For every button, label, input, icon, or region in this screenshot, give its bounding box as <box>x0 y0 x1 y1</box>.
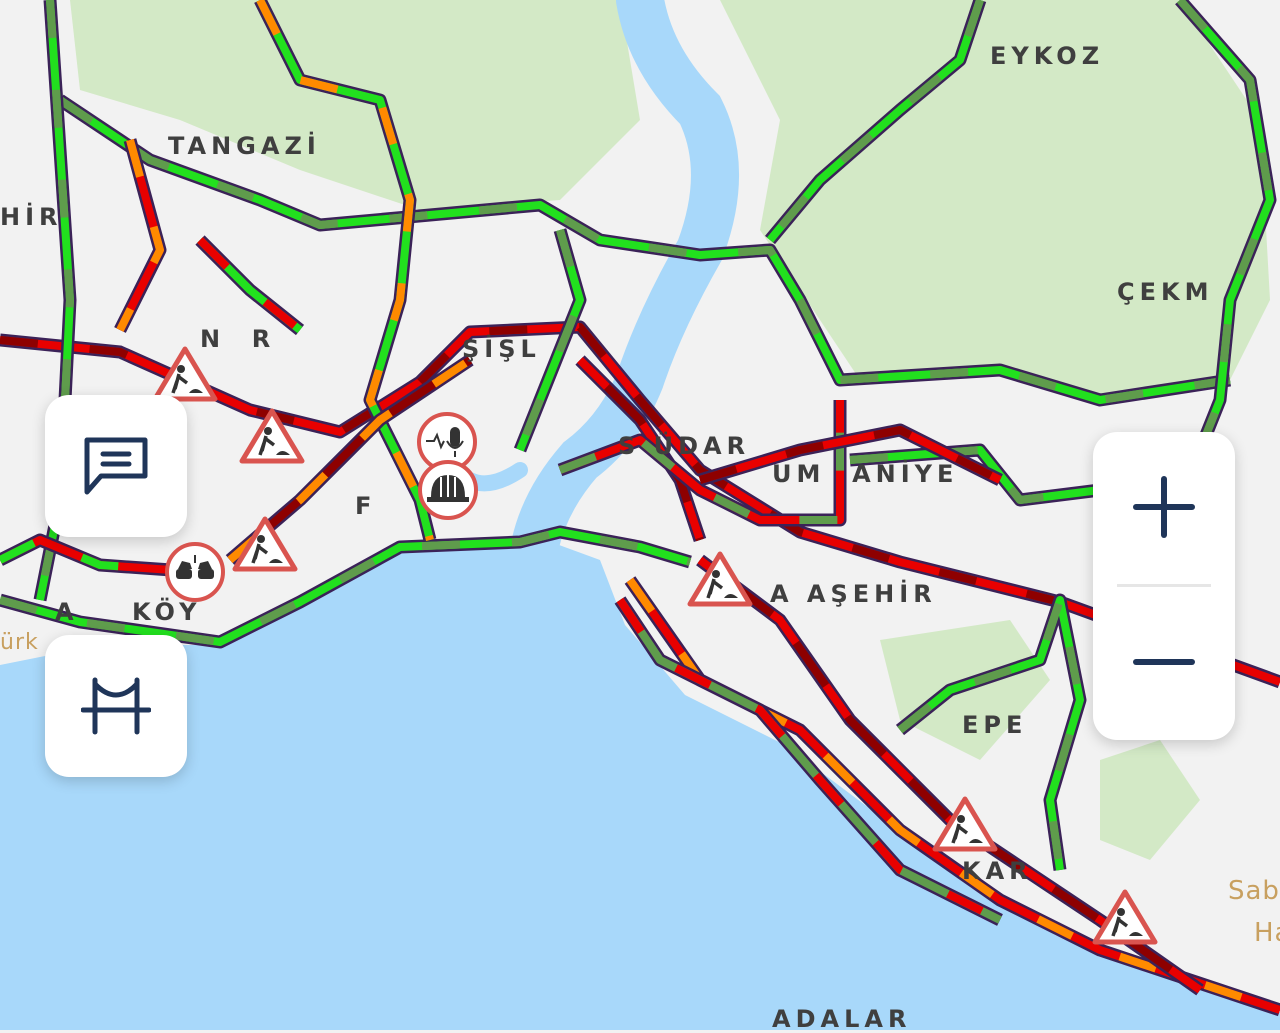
road-segment[interactable] <box>765 0 987 245</box>
minus-icon <box>1133 659 1195 665</box>
roadwork-icon <box>1092 889 1158 945</box>
bridges-button[interactable] <box>45 635 187 777</box>
district-label: A AŞEHİR <box>770 580 937 608</box>
incident-marker-maintenance[interactable] <box>417 459 479 525</box>
district-label: EYKOZ <box>990 42 1105 70</box>
zoom-control <box>1093 432 1235 740</box>
district-label: HİR <box>0 203 63 231</box>
road-segment[interactable] <box>0 525 692 649</box>
helmet-icon <box>418 460 478 520</box>
incident-marker-roadwork[interactable] <box>686 550 754 612</box>
district-label: N R <box>200 325 276 353</box>
district-label: TANGAZİ <box>168 132 321 160</box>
messages-button[interactable] <box>45 395 187 537</box>
road-segment[interactable] <box>33 0 77 602</box>
road-segment[interactable] <box>0 533 201 579</box>
park-areas <box>70 0 1270 860</box>
road-segment[interactable] <box>114 138 167 333</box>
district-label: F <box>355 492 377 520</box>
bridge-icon <box>81 677 151 735</box>
car-crash-icon <box>165 542 225 602</box>
road-segment[interactable] <box>614 596 1003 926</box>
district-label: S ÜDAR <box>618 432 751 460</box>
road-segment[interactable] <box>513 228 587 453</box>
district-label: ÇEKM <box>1117 278 1214 306</box>
park-area <box>720 0 1270 400</box>
road-segment[interactable] <box>195 235 305 336</box>
district-label: A KÖY <box>55 598 202 626</box>
incident-marker-roadwork[interactable] <box>931 795 999 857</box>
zoom-in-button[interactable] <box>1093 432 1235 582</box>
plus-icon <box>1133 476 1195 538</box>
district-label: Sab <box>1228 876 1280 906</box>
roadwork-icon <box>152 346 218 402</box>
district-label: ürk <box>0 630 39 655</box>
district-label: ŞİŞL <box>462 335 541 363</box>
incident-marker-announcement[interactable] <box>416 411 478 477</box>
road-segment[interactable] <box>0 320 1280 689</box>
district-label: UM ANİYE <box>772 460 959 488</box>
incident-marker-accident[interactable] <box>164 541 226 607</box>
incident-marker-roadwork[interactable] <box>151 345 219 407</box>
district-label: ADALAR <box>772 1005 912 1033</box>
district-label: EPE <box>962 711 1028 739</box>
district-label: Ha <box>1254 918 1280 948</box>
zoom-out-button[interactable] <box>1093 587 1235 737</box>
audio-announcement-icon <box>417 412 477 472</box>
road-segment[interactable] <box>698 423 1003 487</box>
road-segment[interactable] <box>557 400 847 527</box>
incident-marker-roadwork[interactable] <box>1091 888 1159 950</box>
road-segment[interactable] <box>254 0 437 542</box>
park-area <box>1100 740 1200 860</box>
roadwork-icon <box>932 796 998 852</box>
incident-marker-roadwork[interactable] <box>238 407 306 469</box>
roadwork-icon <box>687 551 753 607</box>
road-segment[interactable] <box>56 94 1231 407</box>
district-label: KAR <box>962 857 1033 885</box>
road-segment[interactable] <box>895 593 1087 871</box>
zoom-divider <box>1117 584 1211 587</box>
roadwork-icon <box>239 408 305 464</box>
roadwork-icon <box>232 516 298 572</box>
park-area <box>70 0 640 210</box>
incident-marker-roadwork[interactable] <box>231 515 299 577</box>
chat-bubble-icon <box>84 437 148 495</box>
